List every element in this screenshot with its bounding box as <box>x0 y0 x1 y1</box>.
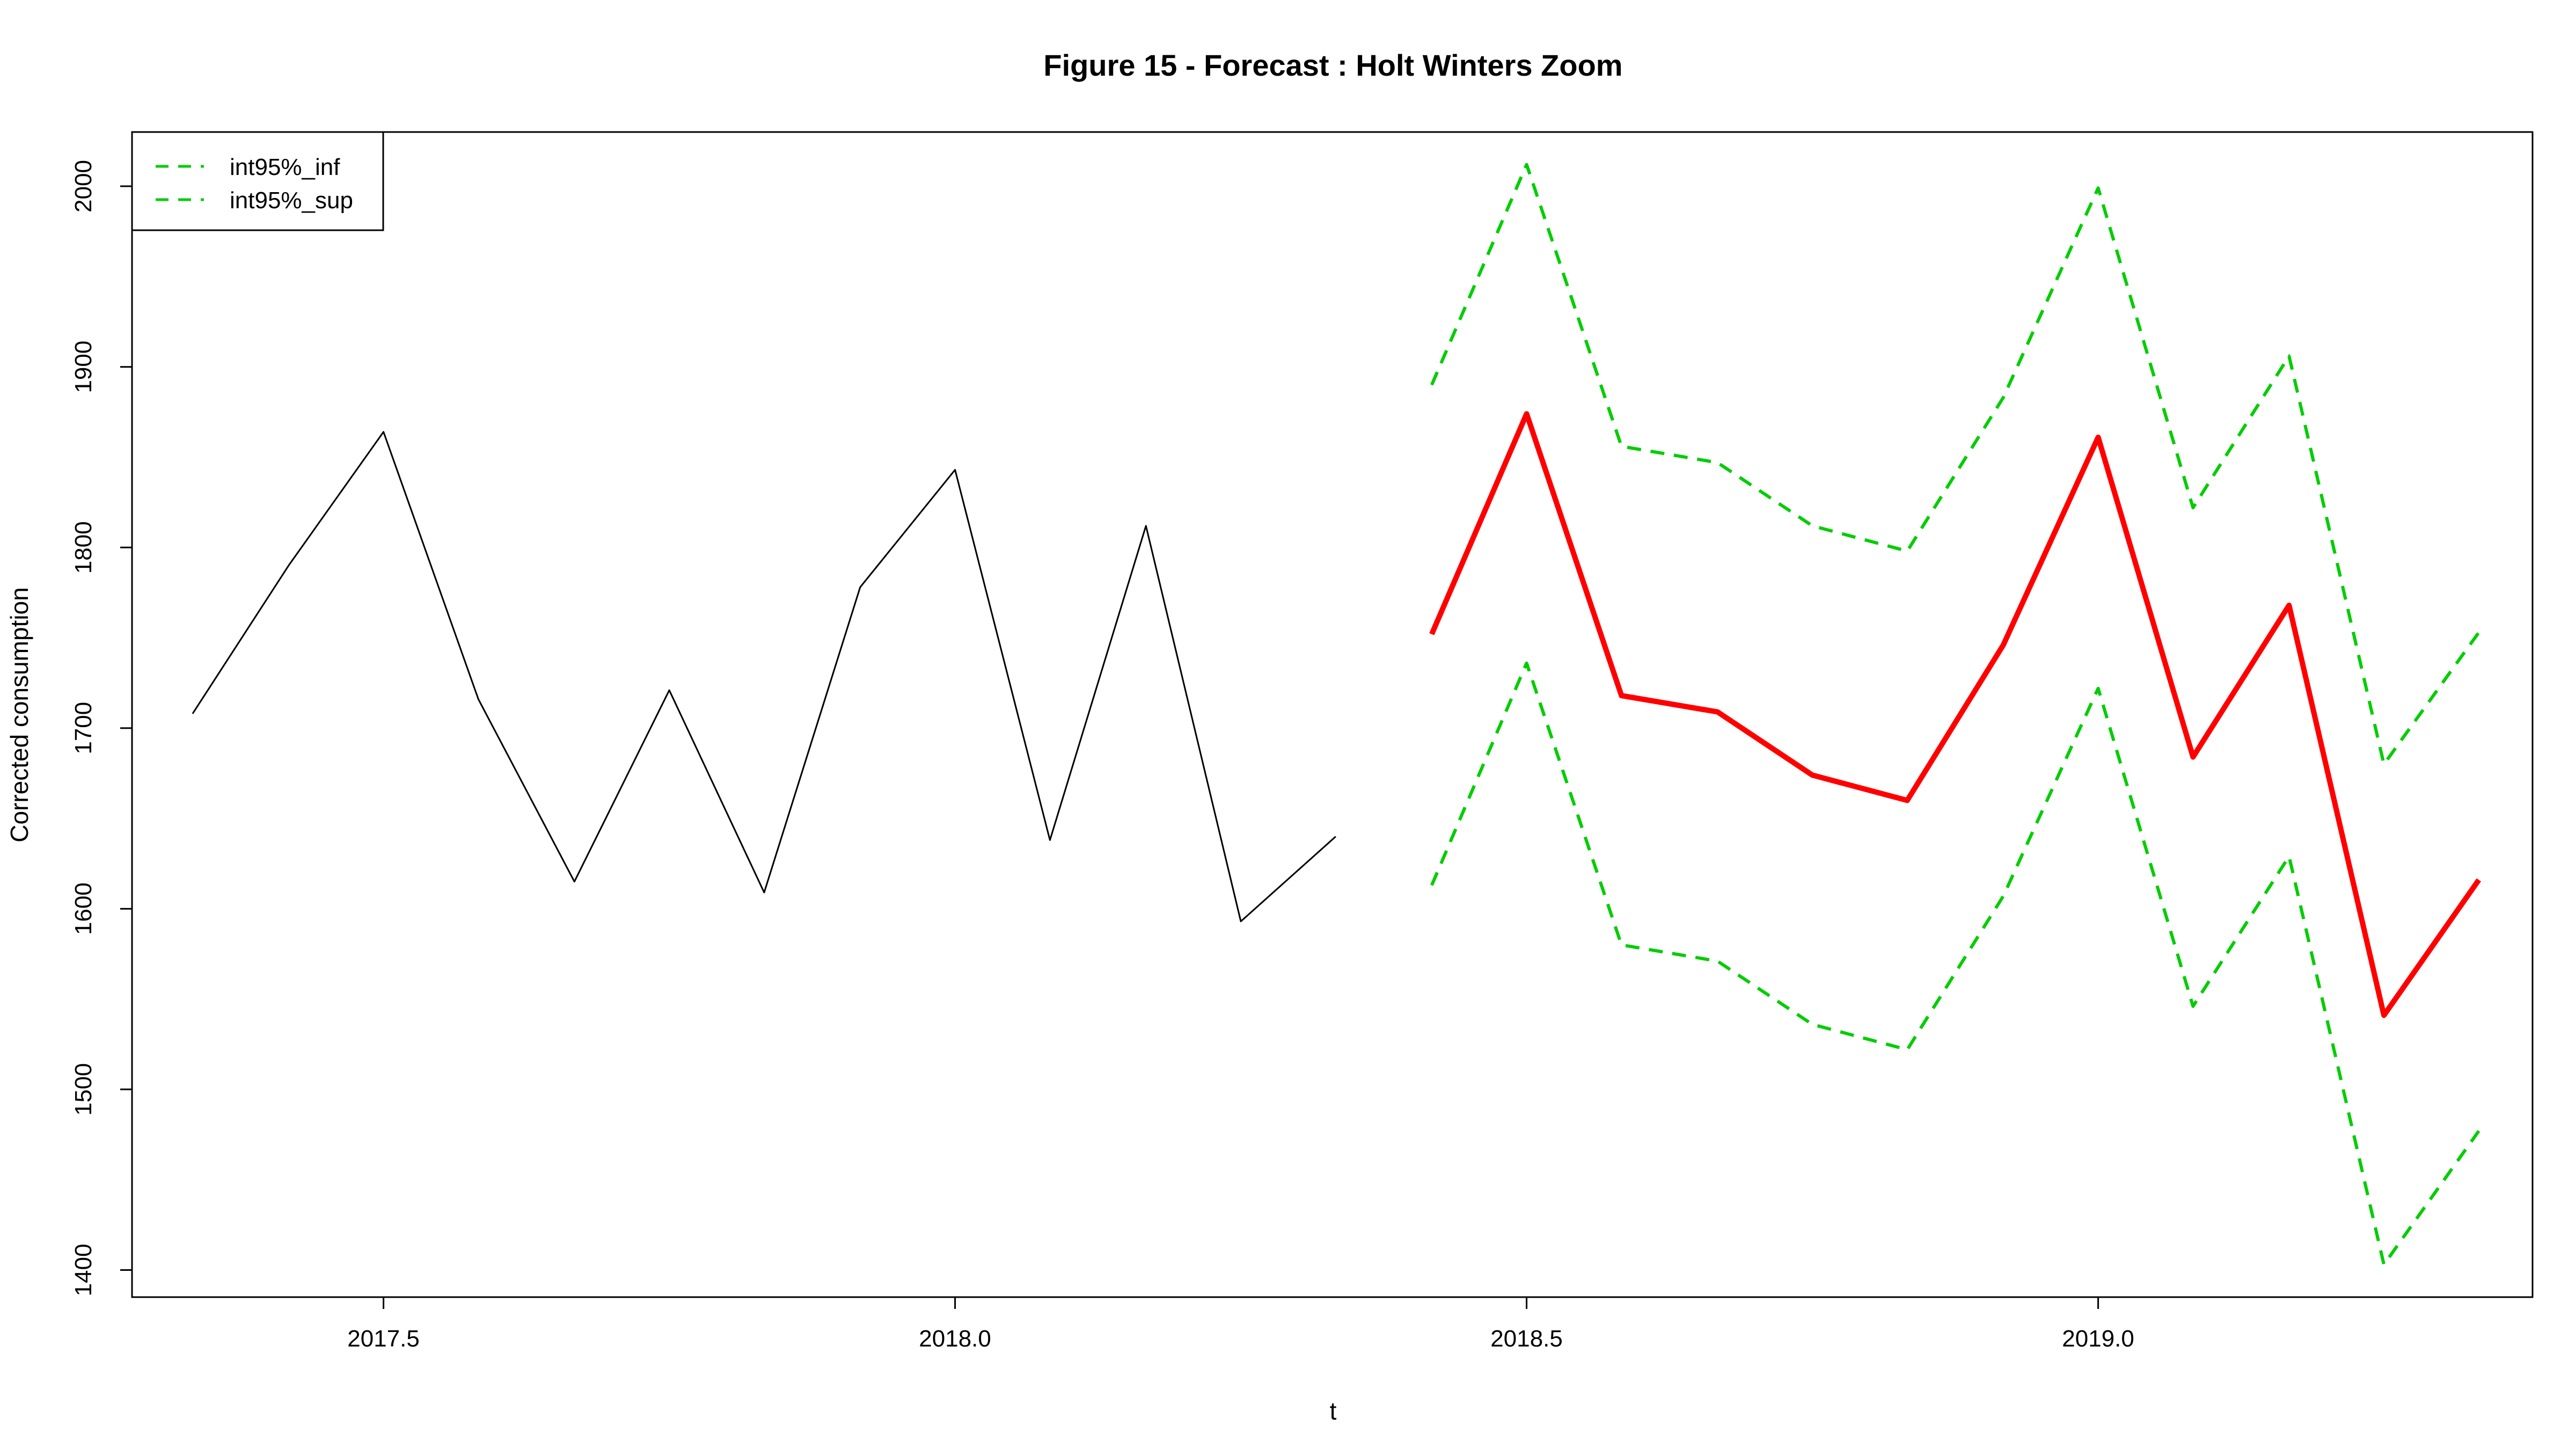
y-tick-label: 1600 <box>70 882 97 935</box>
x-tick-label: 2018.5 <box>1490 1326 1563 1352</box>
y-tick-label: 2000 <box>70 160 97 213</box>
legend-label-int95-sup: int95%_sup <box>230 187 353 214</box>
y-tick-label: 1800 <box>70 521 97 574</box>
y-axis-title: Corrected consumption <box>5 587 33 843</box>
x-tick-label: 2017.5 <box>347 1326 420 1352</box>
y-tick-label: 1700 <box>70 702 97 755</box>
y-axis: 1400 1500 1600 1700 1800 1900 2000 <box>70 160 133 1297</box>
series-line-forecast <box>1429 411 2481 1018</box>
legend-label-int95-inf: int95%_inf <box>230 154 340 180</box>
y-tick-label: 1900 <box>70 341 97 393</box>
x-axis-title: t <box>1330 1397 1337 1425</box>
y-tick-label: 1500 <box>70 1063 97 1116</box>
legend: int95%_inf int95%_sup <box>131 131 384 231</box>
x-axis: 2017.5 2018.0 2018.5 2019.0 <box>347 1296 2134 1352</box>
y-tick-label: 1400 <box>70 1244 97 1297</box>
x-tick-label: 2018.0 <box>919 1326 991 1352</box>
chart-title: Figure 15 - Forecast : Holt Winters Zoom <box>1043 48 1622 82</box>
series-line-observed <box>192 431 1336 923</box>
series-layer <box>192 163 2481 1267</box>
x-tick-label: 2019.0 <box>2062 1326 2134 1352</box>
legend-box <box>131 131 384 231</box>
